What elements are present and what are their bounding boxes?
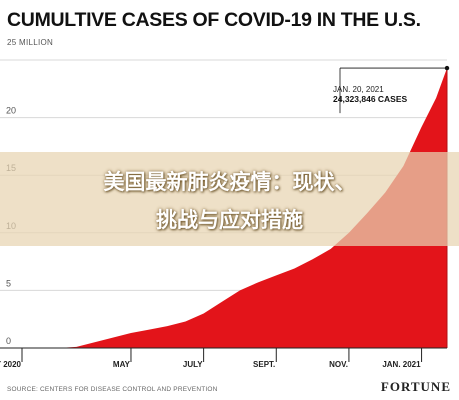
y-tick-label: 20 — [6, 106, 16, 116]
chart-title: CUMULTIVE CASES OF COVID-19 IN THE U.S. — [7, 9, 421, 31]
x-tick-label: FEBRUARY 2020 — [0, 360, 22, 369]
x-tick-label: JULY — [183, 360, 203, 369]
x-tick-label: MAY — [113, 360, 131, 369]
overlay-banner: 美国最新肺炎疫情：现状、 挑战与应对措施 — [0, 152, 459, 246]
annotation-date: JAN. 20, 2021 — [333, 85, 384, 94]
x-tick-label: JAN. 2021 — [382, 360, 421, 369]
annotation-value: 24,323,846 CASES — [333, 94, 408, 104]
y-tick-label: 5 — [6, 278, 11, 288]
brand-logo: FORTUNE — [380, 379, 451, 394]
source-note: SOURCE: CENTERS FOR DISEASE CONTROL AND … — [7, 386, 218, 393]
banner-line-1: 美国最新肺炎疫情：现状、 — [103, 170, 356, 194]
y-tick-label: 0 — [6, 336, 11, 346]
y-axis-unit-label: 25 MILLION — [7, 38, 54, 47]
x-tick-label: SEPT. — [253, 360, 275, 369]
x-tick-label: NOV. — [329, 360, 348, 369]
banner-line-2: 挑战与应对措施 — [156, 208, 303, 232]
area-series — [22, 68, 447, 349]
